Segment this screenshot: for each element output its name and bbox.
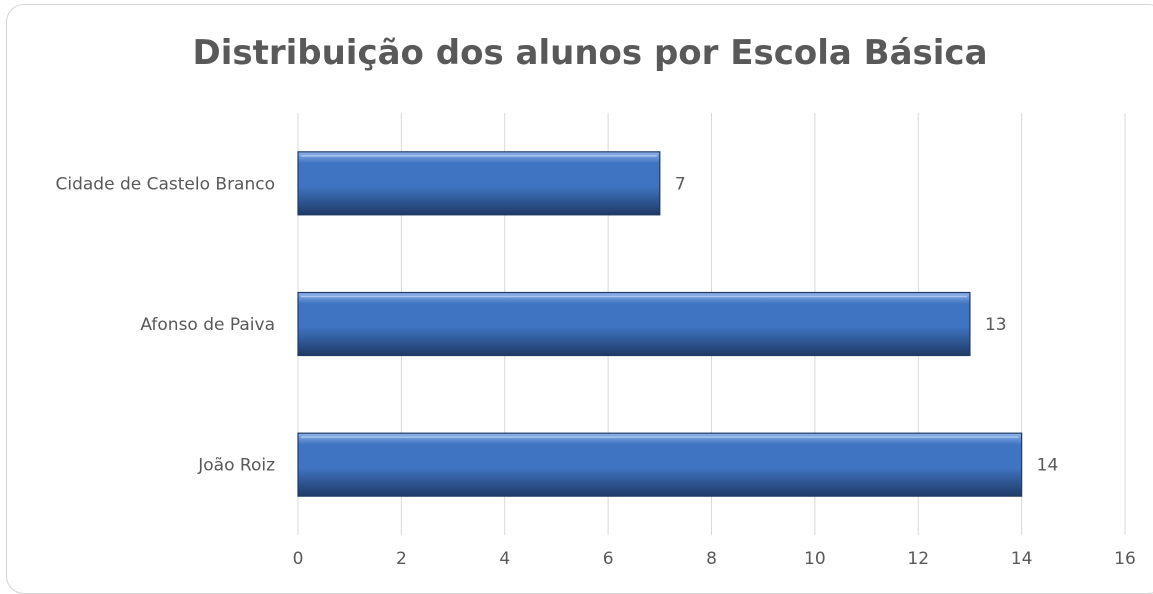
x-tick-label: 8 [706,549,717,569]
x-tick-label: 14 [1011,549,1033,569]
x-tick-label: 4 [499,549,510,569]
chart-title: Distribuição dos alunos por Escola Básic… [192,33,988,73]
category-label: Cidade de Castelo Branco [56,174,276,194]
category-label: João Roiz [197,456,275,476]
x-tick-label: 10 [804,549,826,569]
bars [297,151,1023,497]
x-tick-label: 6 [603,549,614,569]
x-tick-label: 2 [396,549,407,569]
bar [297,291,971,357]
data-label: 7 [675,174,686,194]
x-tick-label: 12 [907,549,929,569]
bar-chart: 0 2 4 6 8 10 12 14 16 Cidade de Castelo Branco 7 Af… [56,113,1136,569]
category-label: Afonso de Paiva [140,315,275,335]
x-tick-label: 0 [293,549,304,569]
bar [297,432,1023,497]
data-label: 14 [1037,456,1059,476]
bar [297,151,661,216]
x-tick-label: 16 [1114,549,1136,569]
data-label: 13 [985,315,1007,335]
labels: 0 2 4 6 8 10 12 14 16 Cidade de Castelo Branco 7 Af… [56,174,1136,569]
